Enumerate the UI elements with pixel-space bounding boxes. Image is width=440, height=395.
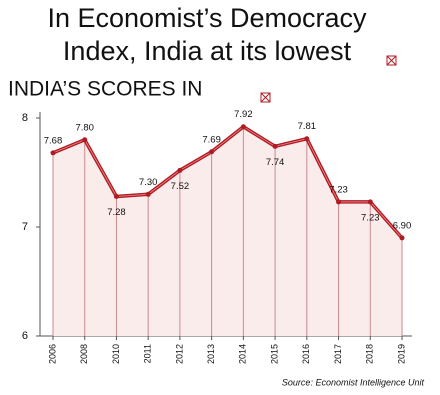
x-tick-label: 2019 [396, 344, 406, 364]
point [145, 191, 151, 197]
area [53, 126, 402, 336]
x-tick-label: 2012 [174, 344, 184, 364]
chart-subtitle: INDIA’S SCORES IN [8, 78, 202, 101]
line-highlight [52, 126, 403, 239]
point [399, 235, 405, 241]
value-label: 7.69 [202, 134, 221, 145]
point [113, 193, 119, 199]
x-tick-label: 2011 [143, 344, 153, 363]
value-label: 7.30 [139, 177, 158, 188]
value-label: 7.81 [298, 121, 317, 132]
y-tick-label: 6 [22, 330, 28, 342]
x-tick-label: 2016 [301, 344, 311, 364]
broken-image-icon [386, 55, 397, 66]
point [240, 124, 246, 130]
value-label: 7.28 [107, 207, 126, 218]
chart-title: In Economist’s Democracy [47, 3, 367, 33]
value-label: 7.52 [171, 181, 190, 192]
value-label: 7.68 [44, 135, 63, 146]
point [50, 150, 56, 156]
x-tick-label: 2014 [238, 344, 248, 364]
y-tick-label: 8 [22, 112, 28, 124]
broken-image-icon [260, 92, 271, 103]
source-note: Source: Economist Intelligence Unit [282, 377, 425, 387]
value-label: 7.23 [329, 184, 348, 195]
point [304, 136, 310, 142]
point [82, 137, 88, 143]
point [209, 149, 215, 155]
point [367, 199, 373, 205]
chart-title: Index, India at its lowest [63, 36, 352, 66]
point [336, 199, 342, 205]
point [177, 167, 183, 173]
value-label: 6.90 [393, 220, 412, 231]
x-tick-label: 2015 [269, 344, 279, 364]
y-tick-label: 7 [22, 221, 28, 233]
x-tick-label: 2010 [111, 344, 121, 364]
x-tick-label: 2017 [333, 344, 343, 364]
x-tick-label: 2018 [365, 344, 375, 364]
value-label: 7.23 [361, 212, 380, 223]
x-tick-label: 2008 [79, 344, 89, 364]
x-tick-label: 2013 [206, 344, 216, 364]
value-label: 7.74 [266, 157, 285, 168]
value-label: 7.92 [234, 109, 253, 120]
value-label: 7.80 [75, 122, 94, 133]
x-tick-label: 2006 [47, 344, 57, 364]
point [272, 143, 278, 149]
